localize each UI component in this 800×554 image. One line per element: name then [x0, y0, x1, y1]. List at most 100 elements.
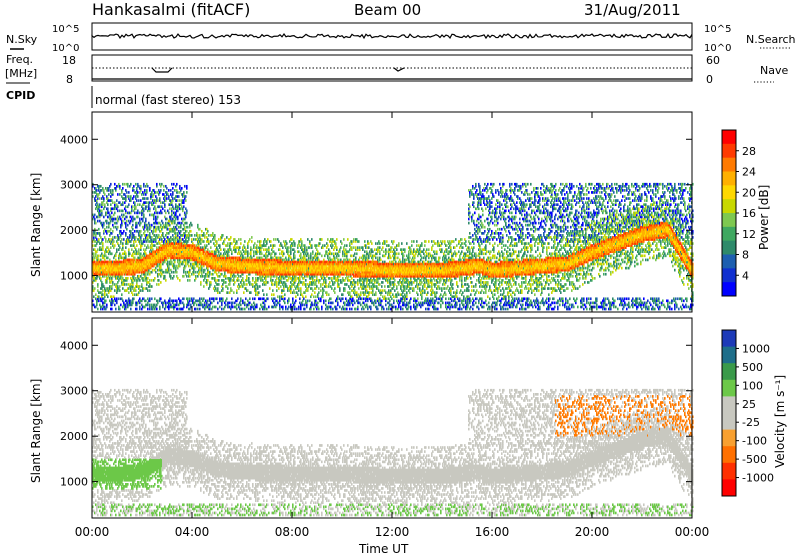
- power-cell: [267, 281, 269, 284]
- power-cell: [145, 218, 147, 221]
- power-cell: [256, 244, 258, 247]
- power-cell: [191, 238, 193, 241]
- power-cell: [202, 275, 204, 278]
- power-cell: [119, 308, 121, 311]
- power-cell: [131, 248, 133, 251]
- power-cell: [193, 238, 195, 241]
- power-cell: [143, 287, 145, 290]
- power-cell: [219, 306, 221, 309]
- power-cell: [135, 205, 137, 208]
- power-cell: [251, 248, 253, 251]
- power-cell: [218, 283, 220, 286]
- power-cell: [119, 246, 121, 249]
- power-cell: [187, 297, 189, 300]
- power-cell: [194, 234, 196, 237]
- power-cell: [294, 255, 296, 258]
- power-cell: [189, 269, 191, 272]
- power-cell: [149, 187, 151, 190]
- power-cell: [206, 244, 208, 247]
- power-cell: [236, 304, 238, 307]
- power-cell: [136, 222, 138, 225]
- power-cell: [264, 304, 266, 307]
- power-cell: [284, 302, 286, 305]
- power-cell: [135, 289, 137, 292]
- power-cell: [298, 306, 300, 309]
- power-cell: [151, 224, 153, 227]
- power-cell: [156, 308, 158, 311]
- power-cell: [221, 308, 223, 311]
- power-cell: [98, 255, 100, 258]
- power-cell: [257, 285, 259, 288]
- power-cell: [318, 287, 320, 290]
- power-cell: [225, 304, 227, 307]
- power-cell: [130, 308, 132, 311]
- power-cell: [151, 279, 153, 282]
- power-cell: [106, 304, 108, 307]
- power-cell: [210, 246, 212, 249]
- power-cell: [105, 300, 107, 303]
- power-cell: [160, 281, 162, 284]
- power-cell: [299, 297, 301, 300]
- power-cell: [122, 287, 124, 290]
- power-cell: [107, 203, 109, 206]
- power-cell: [204, 234, 206, 237]
- power-cell: [132, 224, 134, 227]
- power-cell: [272, 289, 274, 292]
- power-cell: [212, 273, 214, 276]
- power-cell: [140, 252, 142, 255]
- power-cell: [284, 297, 286, 300]
- power-cell: [253, 250, 255, 253]
- power-cell: [176, 183, 178, 186]
- power-cell: [111, 295, 113, 298]
- power-cell: [156, 283, 158, 286]
- power-cell: [218, 279, 220, 282]
- freq-dip: [152, 68, 404, 72]
- power-cell: [298, 287, 300, 290]
- freq-unit: [MHz]: [5, 67, 37, 80]
- power-cell: [114, 212, 116, 215]
- power-cell: [302, 304, 304, 307]
- power-cell: [208, 234, 210, 237]
- power-cell: [244, 302, 246, 305]
- power-cell: [119, 285, 121, 288]
- power-cell: [311, 238, 313, 241]
- power-cell: [157, 216, 159, 219]
- power-cell: [122, 183, 124, 186]
- power-cell: [106, 220, 108, 223]
- beam-title: Beam 00: [354, 1, 421, 19]
- power-cell: [240, 304, 242, 307]
- power-cell: [263, 293, 265, 296]
- power-cell: [171, 271, 173, 274]
- power-cell: [163, 271, 165, 274]
- power-cell: [187, 279, 189, 282]
- power-cell: [96, 189, 98, 192]
- power-cell: [183, 275, 185, 278]
- power-cell: [154, 244, 156, 247]
- power-cell: [100, 277, 102, 280]
- power-cell: [195, 275, 197, 278]
- power-cell: [254, 242, 256, 245]
- power-cell: [107, 207, 109, 210]
- power-cell: [313, 295, 315, 298]
- power-cell: [247, 289, 249, 292]
- power-cell: [213, 297, 215, 300]
- power-cell: [240, 242, 242, 245]
- power-cell: [122, 242, 124, 245]
- power-cell: [189, 279, 191, 282]
- power-cell: [300, 252, 302, 255]
- power-cell: [165, 212, 167, 215]
- power-cell: [177, 308, 179, 311]
- power-cell: [260, 297, 262, 300]
- power-cell: [152, 269, 154, 272]
- power-cell: [280, 285, 282, 288]
- power-cell: [238, 275, 240, 278]
- power-cell: [112, 281, 114, 284]
- power-cell: [197, 224, 199, 227]
- power-cell: [134, 212, 136, 215]
- power-cell: [143, 183, 145, 186]
- power-cell: [207, 248, 209, 251]
- power-cell: [304, 244, 306, 247]
- power-cell: [173, 275, 175, 278]
- power-cell: [151, 236, 153, 239]
- power-cell: [154, 277, 156, 280]
